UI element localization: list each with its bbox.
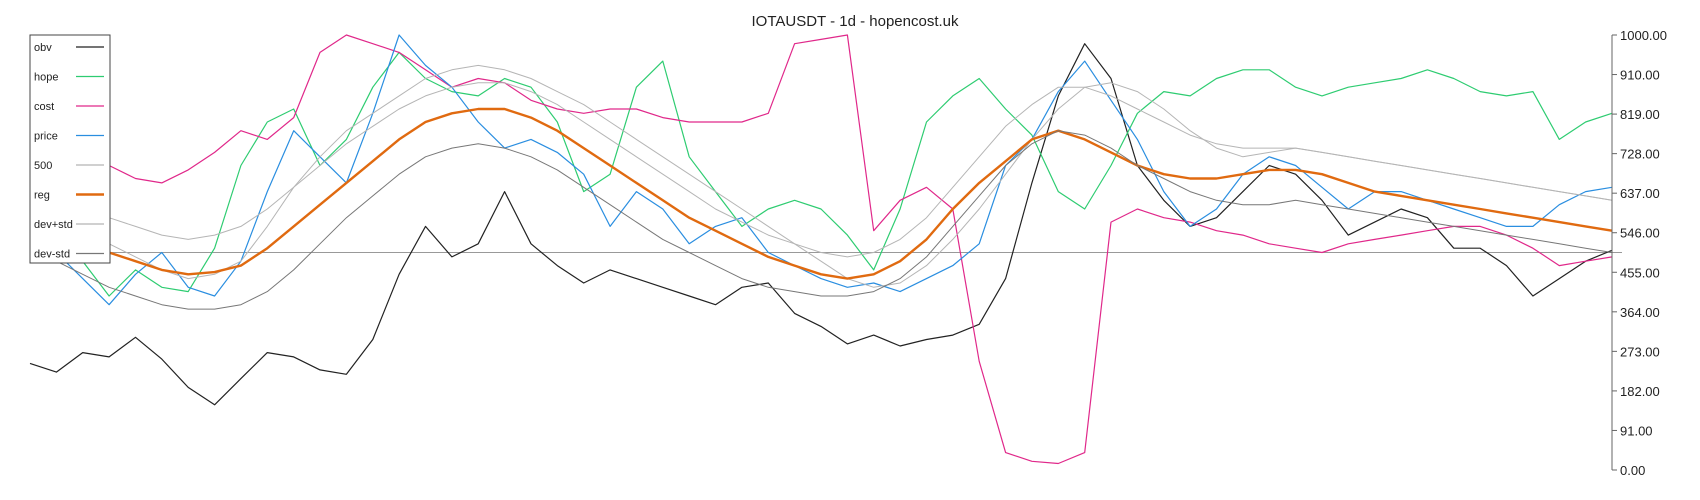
- y-tick-label: 546.00: [1620, 226, 1660, 241]
- series-line-500: [29, 64, 1613, 288]
- legend-label: obv: [34, 42, 52, 54]
- series-line-cost: [29, 34, 1613, 465]
- series-line-reg: [29, 107, 1613, 280]
- legend-label: hope: [34, 72, 58, 84]
- y-tick-label: 910.00: [1620, 68, 1660, 83]
- y-axis: 1000.00 910.00 819.00 728.00 637.00 546.00 455…: [1611, 28, 1667, 478]
- legend-label: price: [34, 131, 58, 143]
- y-tick-label: 728.00: [1620, 147, 1660, 162]
- legend-box: [29, 34, 111, 264]
- chart-title: IOTAUSDT - 1d - hopencost.uk: [751, 13, 959, 30]
- series-line-dev-std: [29, 82, 1613, 258]
- y-tick-label: 455.00: [1620, 265, 1660, 280]
- legend-label: dev+std: [34, 219, 73, 231]
- series-line-hope: [29, 51, 1613, 297]
- y-tick-label: 273.00: [1620, 344, 1660, 359]
- y-tick-label: 637.00: [1620, 186, 1660, 201]
- legend-label: dev-std: [34, 249, 70, 261]
- legend-label: 500: [34, 160, 52, 172]
- plot-area: [29, 34, 1622, 465]
- series-line-obv: [29, 43, 1613, 406]
- legend-label: reg: [34, 190, 50, 202]
- y-tick-label: 819.00: [1620, 107, 1660, 122]
- y-tick-label: 182.00: [1620, 384, 1660, 399]
- legend: obv hope cost price 500 reg dev+std dev-std: [29, 34, 111, 264]
- legend-label: cost: [34, 101, 54, 113]
- series-line-price: [29, 34, 1613, 306]
- series-line-dev-std: [29, 130, 1613, 310]
- y-tick-label: 1000.00: [1620, 28, 1667, 43]
- y-tick-label: 364.00: [1620, 305, 1660, 320]
- y-tick-label: 91.00: [1620, 423, 1653, 438]
- y-tick-label: 0.00: [1620, 463, 1645, 478]
